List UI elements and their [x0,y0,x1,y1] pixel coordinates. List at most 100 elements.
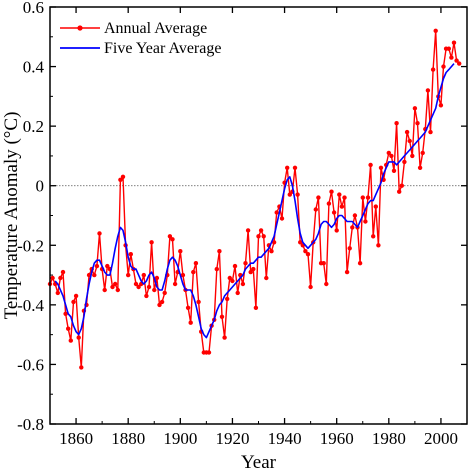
annual-average-point [402,159,407,165]
x-tick-label: 1980 [372,429,406,448]
annual-average-point [133,281,139,287]
annual-average-point [339,204,345,209]
annual-average-point [251,266,256,272]
annual-average-point [188,320,193,325]
annual-average-point [144,293,149,299]
annual-average-point [261,234,266,239]
annual-average-point [360,195,365,200]
annual-average-point [287,192,292,197]
x-tick-label: 1860 [59,429,93,448]
annual-average-point [298,240,303,245]
annual-average-point [420,150,425,156]
annual-average-point [206,350,212,355]
annual-average-point [146,284,152,290]
y-tick-label: 0.2 [23,117,44,136]
annual-average-point [92,272,97,278]
annual-average-point [407,138,412,144]
annual-average-point [227,275,232,281]
annual-average-point [449,55,454,60]
annual-average-point [394,121,399,126]
legend: Annual Average Five Year Average [60,20,221,57]
annual-average-point [58,275,63,281]
annual-average-point [214,266,219,272]
annual-average-point [368,162,373,168]
annual-average-point [303,249,308,254]
annual-average-point [295,192,300,197]
y-tick-label: -0.6 [17,355,44,374]
annual-average-point [128,252,133,257]
annual-average-point [399,183,404,188]
annual-average-point [391,168,397,173]
annual-average-point [225,296,230,302]
annual-average-point [454,58,459,63]
annual-average-point [417,165,423,170]
annual-average-point [365,195,371,200]
annual-average-point [113,281,118,287]
annual-average-point [191,269,196,275]
annual-average-point [232,263,238,269]
annual-average-point [292,165,298,170]
annual-average-point [313,207,318,212]
annual-average-point [118,177,123,182]
annual-average-point [274,210,279,215]
annual-average-point [79,365,84,370]
annual-average-point [66,326,71,331]
annual-average-point [305,252,311,257]
x-tick-label: 1900 [163,429,197,448]
annual-average-point [269,249,274,254]
annual-average-point [331,210,337,215]
annual-average-point [451,40,457,45]
annual-average-point [217,249,222,254]
annual-average-point [271,240,277,245]
legend-five-year-label: Five Year Average [104,40,221,57]
annual-average-point [126,272,131,278]
annual-average-point [378,165,384,170]
annual-average-point [344,269,350,275]
annual-average-point [357,261,363,266]
annual-average-point [73,293,79,299]
annual-average-point [350,225,355,230]
annual-average-point [149,240,154,245]
y-tick-label: 0.6 [23,0,44,17]
annual-average-point [172,281,178,287]
annual-average-point [279,216,285,221]
ticks-layer: 1860 1880 1900 1920 1940 1960 1980 2000 -0.8 -0.6… [17,0,468,448]
annual-average-point [222,335,227,340]
annual-average-point [430,67,436,72]
annual-average-point [342,195,347,200]
annual-average-point [264,275,269,281]
annual-average-point [352,213,358,218]
annual-average-point [196,299,201,305]
annual-average-point [308,284,313,290]
annual-average-point [193,261,199,266]
annual-average-point [386,150,391,156]
x-tick-label: 1940 [268,429,302,448]
annual-average-point [397,189,402,194]
annual-average-line [49,30,460,369]
annual-average-point [415,121,420,126]
x-tick-label: 1920 [215,429,249,448]
annual-average-point [428,129,433,135]
annual-average-point [441,64,446,69]
annual-average-point [334,228,339,233]
annual-average-point [329,189,334,194]
annual-average-point [412,106,418,111]
annual-average-point [243,261,248,266]
annual-average-point [347,246,352,251]
annual-average-point [55,290,60,296]
annual-average-point [446,46,451,51]
annual-average-point [256,234,261,239]
annual-average-point [371,234,376,239]
annual-average-point [410,153,415,159]
annual-average-point [110,284,115,290]
annual-average-point [253,305,259,310]
annual-average-point [258,228,264,233]
annual-average-point [376,243,381,248]
y-tick-label: 0.4 [23,58,45,77]
annual-average-point [285,165,290,170]
annual-average-point [120,174,126,179]
annual-average-point [152,287,157,293]
annual-average-point [326,201,332,206]
annual-average-point [373,204,378,209]
x-tick-label: 2000 [424,429,458,448]
